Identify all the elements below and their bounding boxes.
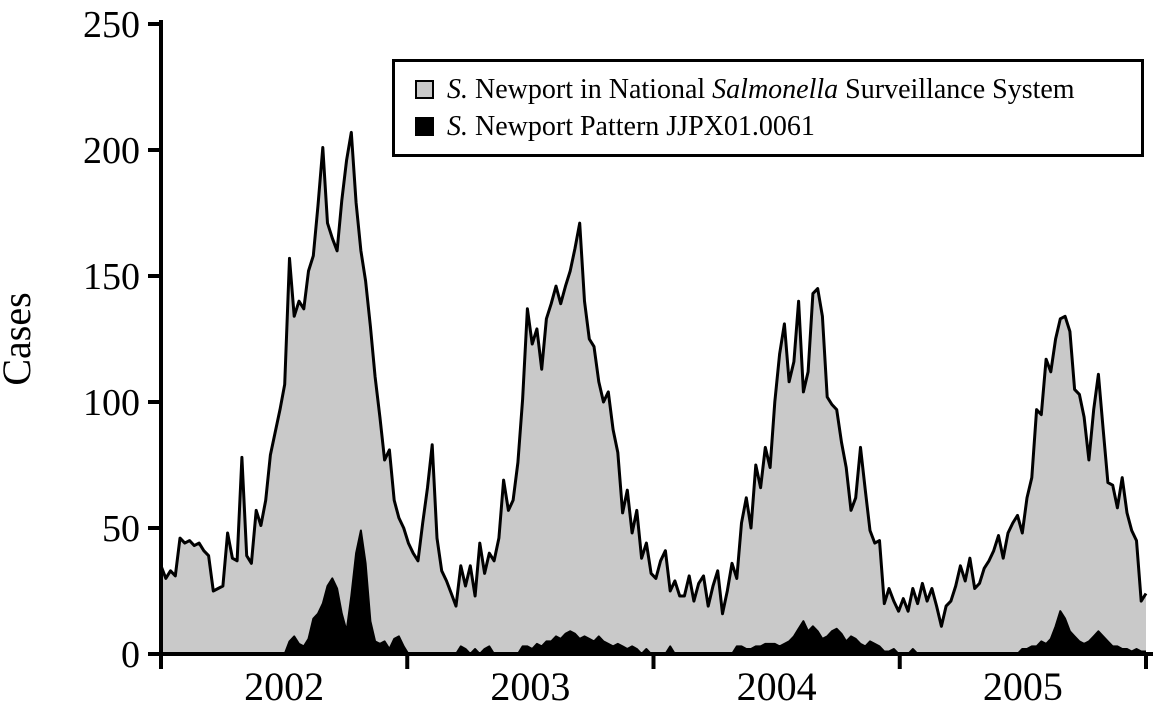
series-area-1	[161, 530, 1146, 654]
series-outline-0	[159, 130, 1148, 628]
y-tick-label-200: 200	[83, 130, 140, 172]
y-tick-label-250: 250	[83, 4, 140, 46]
x-year-label-2004: 2004	[737, 664, 817, 709]
legend-item-1: S. Newport Pattern JJPX01.0061	[415, 110, 1141, 142]
y-tick-label-50: 50	[102, 508, 140, 550]
legend-item-0: S. Newport in National Salmonella Survei…	[415, 73, 1141, 105]
y-axis-title: Cases	[0, 292, 39, 385]
legend-label-0: S. Newport in National Salmonella Survei…	[447, 73, 1075, 105]
y-tick-label-0: 0	[121, 634, 140, 676]
x-year-label-2002: 2002	[244, 664, 324, 709]
legend-swatch-icon-1	[415, 117, 434, 136]
y-tick-label-150: 150	[83, 256, 140, 298]
legend: S. Newport in National Salmonella Survei…	[392, 59, 1144, 157]
legend-swatch-icon-0	[415, 80, 434, 99]
x-year-label-2005: 2005	[983, 664, 1063, 709]
y-tick-label-100: 100	[83, 382, 140, 424]
x-year-label-2003: 2003	[490, 664, 570, 709]
legend-label-1: S. Newport Pattern JJPX01.0061	[447, 110, 815, 142]
series-area-0	[161, 132, 1146, 654]
